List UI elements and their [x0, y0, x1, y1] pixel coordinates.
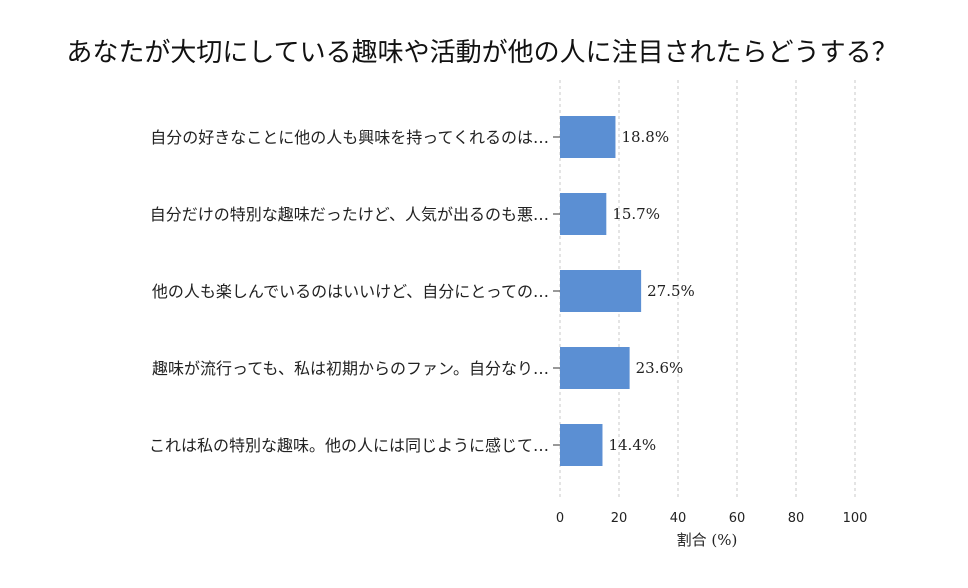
bar-value-label: 14.4% — [608, 436, 656, 454]
bar — [560, 424, 603, 466]
x-tick-label: 0 — [556, 511, 564, 526]
category-label: 自分の好きなことに他の人も興味を持ってくれるのは… — [150, 128, 549, 147]
category-label: 他の人も楽しんでいるのはいいけど、自分にとっての… — [152, 282, 549, 301]
bars — [560, 116, 642, 466]
bar — [560, 270, 642, 312]
category-labels: 自分の好きなことに他の人も興味を持ってくれるのは… 自分だけの特別な趣味だったけど… — [149, 128, 560, 455]
data-labels: 18.8% 15.7% 27.5% 23.6% 14.4% — [608, 128, 694, 454]
x-tick-labels: 0 20 40 60 80 100 — [556, 511, 868, 526]
category-label: 自分だけの特別な趣味だったけど、人気が出るのも悪… — [150, 205, 549, 224]
bar-value-label: 27.5% — [647, 282, 695, 300]
bar-value-label: 23.6% — [636, 359, 684, 377]
bar-value-label: 15.7% — [612, 205, 660, 223]
bar — [560, 347, 630, 389]
bar-value-label: 18.8% — [621, 128, 669, 146]
x-tick-label: 40 — [670, 511, 687, 526]
chart-title: あなたが大切にしている趣味や活動が他の人に注目されたらどうする？ — [66, 38, 897, 68]
x-tick-label: 20 — [611, 511, 628, 526]
category-label: これは私の特別な趣味。他の人には同じように感じて… — [149, 436, 549, 455]
x-axis-label: 割合 (%) — [677, 531, 738, 549]
x-tick-label: 80 — [788, 511, 805, 526]
category-label: 趣味が流行っても、私は初期からのファン。自分なり… — [152, 359, 549, 378]
x-tick-label: 100 — [843, 511, 868, 526]
bar — [560, 193, 607, 235]
bar — [560, 116, 616, 158]
x-tick-label: 60 — [729, 511, 746, 526]
